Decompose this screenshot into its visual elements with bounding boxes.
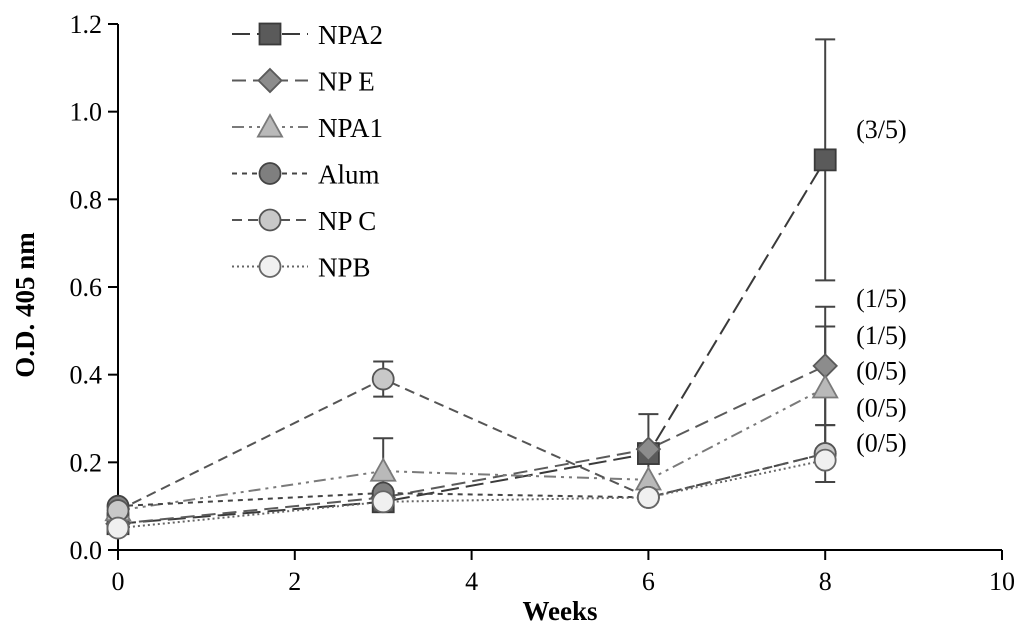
legend-label-alum: Alum: [318, 160, 380, 190]
x-tick-label: 4: [465, 567, 478, 596]
marker-npa2: [813, 148, 837, 172]
annotation-label: (0/5): [856, 356, 907, 385]
legend-label-npb: NPB: [318, 253, 371, 283]
y-tick-label: 1.2: [70, 10, 103, 39]
marker-npb: [371, 490, 395, 514]
legend-label-npa1: NPA1: [318, 113, 383, 143]
x-tick-label: 0: [112, 567, 125, 596]
marker-npb: [813, 448, 837, 472]
x-axis-title: Weeks: [522, 596, 597, 626]
marker-npb: [637, 485, 660, 509]
legend-marker-npb: [258, 255, 282, 278]
annotation-label: (1/5): [856, 284, 907, 313]
legend-marker-npe: [257, 67, 283, 94]
legend-marker-npa1: [256, 113, 284, 138]
y-tick-label: 0.6: [70, 273, 103, 302]
x-tick-label: 10: [989, 567, 1015, 596]
y-tick-label: 1.0: [70, 98, 103, 127]
y-axis-title: O.D. 405 nm: [10, 232, 40, 378]
y-tick-label: 0.8: [70, 185, 103, 214]
y-tick-label: 0.4: [70, 361, 103, 390]
legend-marker-npa2: [258, 22, 282, 46]
annotation-label: (0/5): [856, 394, 907, 423]
legend: NPA2 NP E NPA1 Alum NP C NPB: [232, 20, 383, 283]
marker-npa1: [811, 373, 839, 399]
annotation-label: (0/5): [856, 429, 907, 458]
marker-npc: [371, 367, 395, 391]
legend-marker-alum: [258, 162, 282, 185]
series-line-npe: [117, 364, 826, 525]
axis-ticks: 0 2 4 6 8 10 0.0 0.2 0.4 0.6 0.8 1.0 1.2: [70, 10, 1016, 596]
error-bars: [373, 38, 836, 505]
legend-label-npa2: NPA2: [318, 20, 383, 50]
y-tick-label: 0.2: [70, 448, 103, 477]
legend-label-npe: NP E: [318, 67, 375, 97]
marker-npa1: [369, 457, 397, 482]
annotation-label: (3/5): [856, 115, 907, 144]
x-tick-label: 6: [642, 567, 655, 596]
x-tick-label: 8: [819, 567, 832, 596]
series-lines: [117, 159, 827, 530]
series-markers: [104, 148, 839, 540]
annotation-label: (1/5): [856, 321, 907, 350]
series-line-npc: [117, 377, 826, 512]
marker-npe: [635, 436, 662, 463]
series-line-npa2: [117, 159, 827, 525]
annotations: (3/5) (1/5) (1/5) (0/5) (0/5) (0/5): [856, 115, 907, 457]
legend-label-npc: NP C: [318, 206, 376, 236]
y-tick-label: 0.0: [70, 536, 103, 565]
legend-marker-npc: [258, 208, 282, 232]
marker-npb: [106, 516, 130, 540]
x-tick-label: 2: [288, 567, 301, 596]
plot-area: 0 2 4 6 8 100.00.20.40.60.81.01.2 (3/5)(1/5)(…: [70, 10, 1016, 596]
series-line-npa1: [117, 386, 826, 512]
